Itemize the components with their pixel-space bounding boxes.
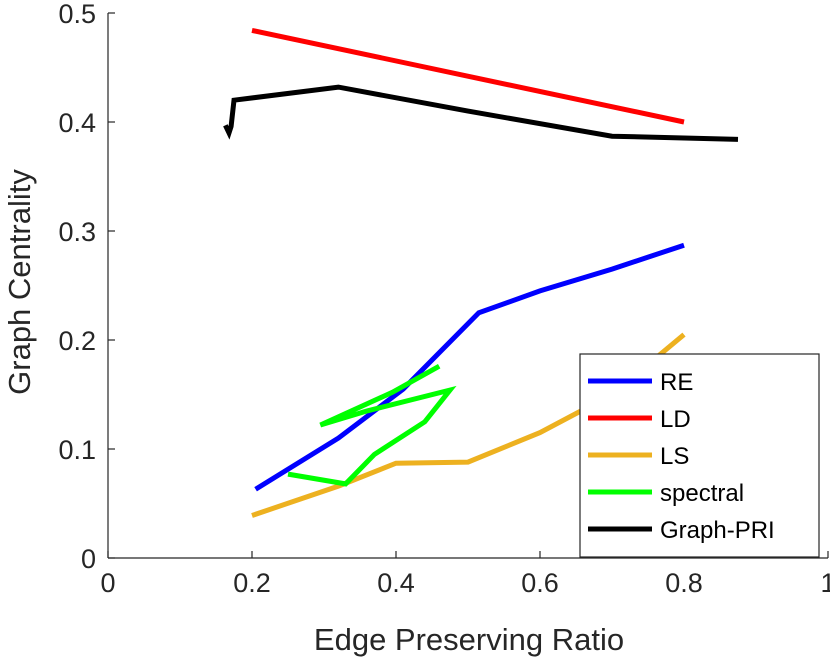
ticks-layer: 0 0.2 0.4 0.6 0.8 1 0 0.1 0.2 0.3 0.4 0.5: [58, 0, 830, 598]
y-axis-label: Graph Centrality: [2, 169, 37, 395]
x-tick-label: 1: [820, 568, 830, 598]
legend-label-spectral: spectral: [660, 480, 744, 507]
x-tick-label: 0.4: [377, 568, 415, 598]
series-line-ld: [251, 27, 685, 125]
y-tick-label: 0.5: [58, 0, 96, 29]
x-tick-label: 0: [100, 568, 115, 598]
x-tick-label: 0.6: [521, 568, 559, 598]
y-tick-label: 0.2: [58, 326, 96, 356]
x-tick-label: 0.8: [665, 568, 703, 598]
legend-label-ld: LD: [660, 406, 691, 433]
x-tick-label: 0.2: [233, 568, 271, 598]
legend-label-graph-pri: Graph-PRI: [660, 517, 775, 544]
legend-label-ls: LS: [660, 443, 689, 470]
y-tick-label: 0.3: [58, 217, 96, 247]
y-tick-label: 0: [81, 544, 96, 574]
series-line-spectral: [287, 364, 457, 487]
y-tick-label: 0.4: [58, 108, 96, 138]
y-tick-label: 0.1: [58, 435, 96, 465]
series-line-graph-pri: [223, 84, 739, 142]
legend: RE LD LS spectral Graph-PRI: [579, 353, 820, 558]
x-axis-label: Edge Preserving Ratio: [314, 622, 624, 657]
series-line-re: [254, 242, 685, 492]
legend-label-re: RE: [660, 369, 693, 396]
